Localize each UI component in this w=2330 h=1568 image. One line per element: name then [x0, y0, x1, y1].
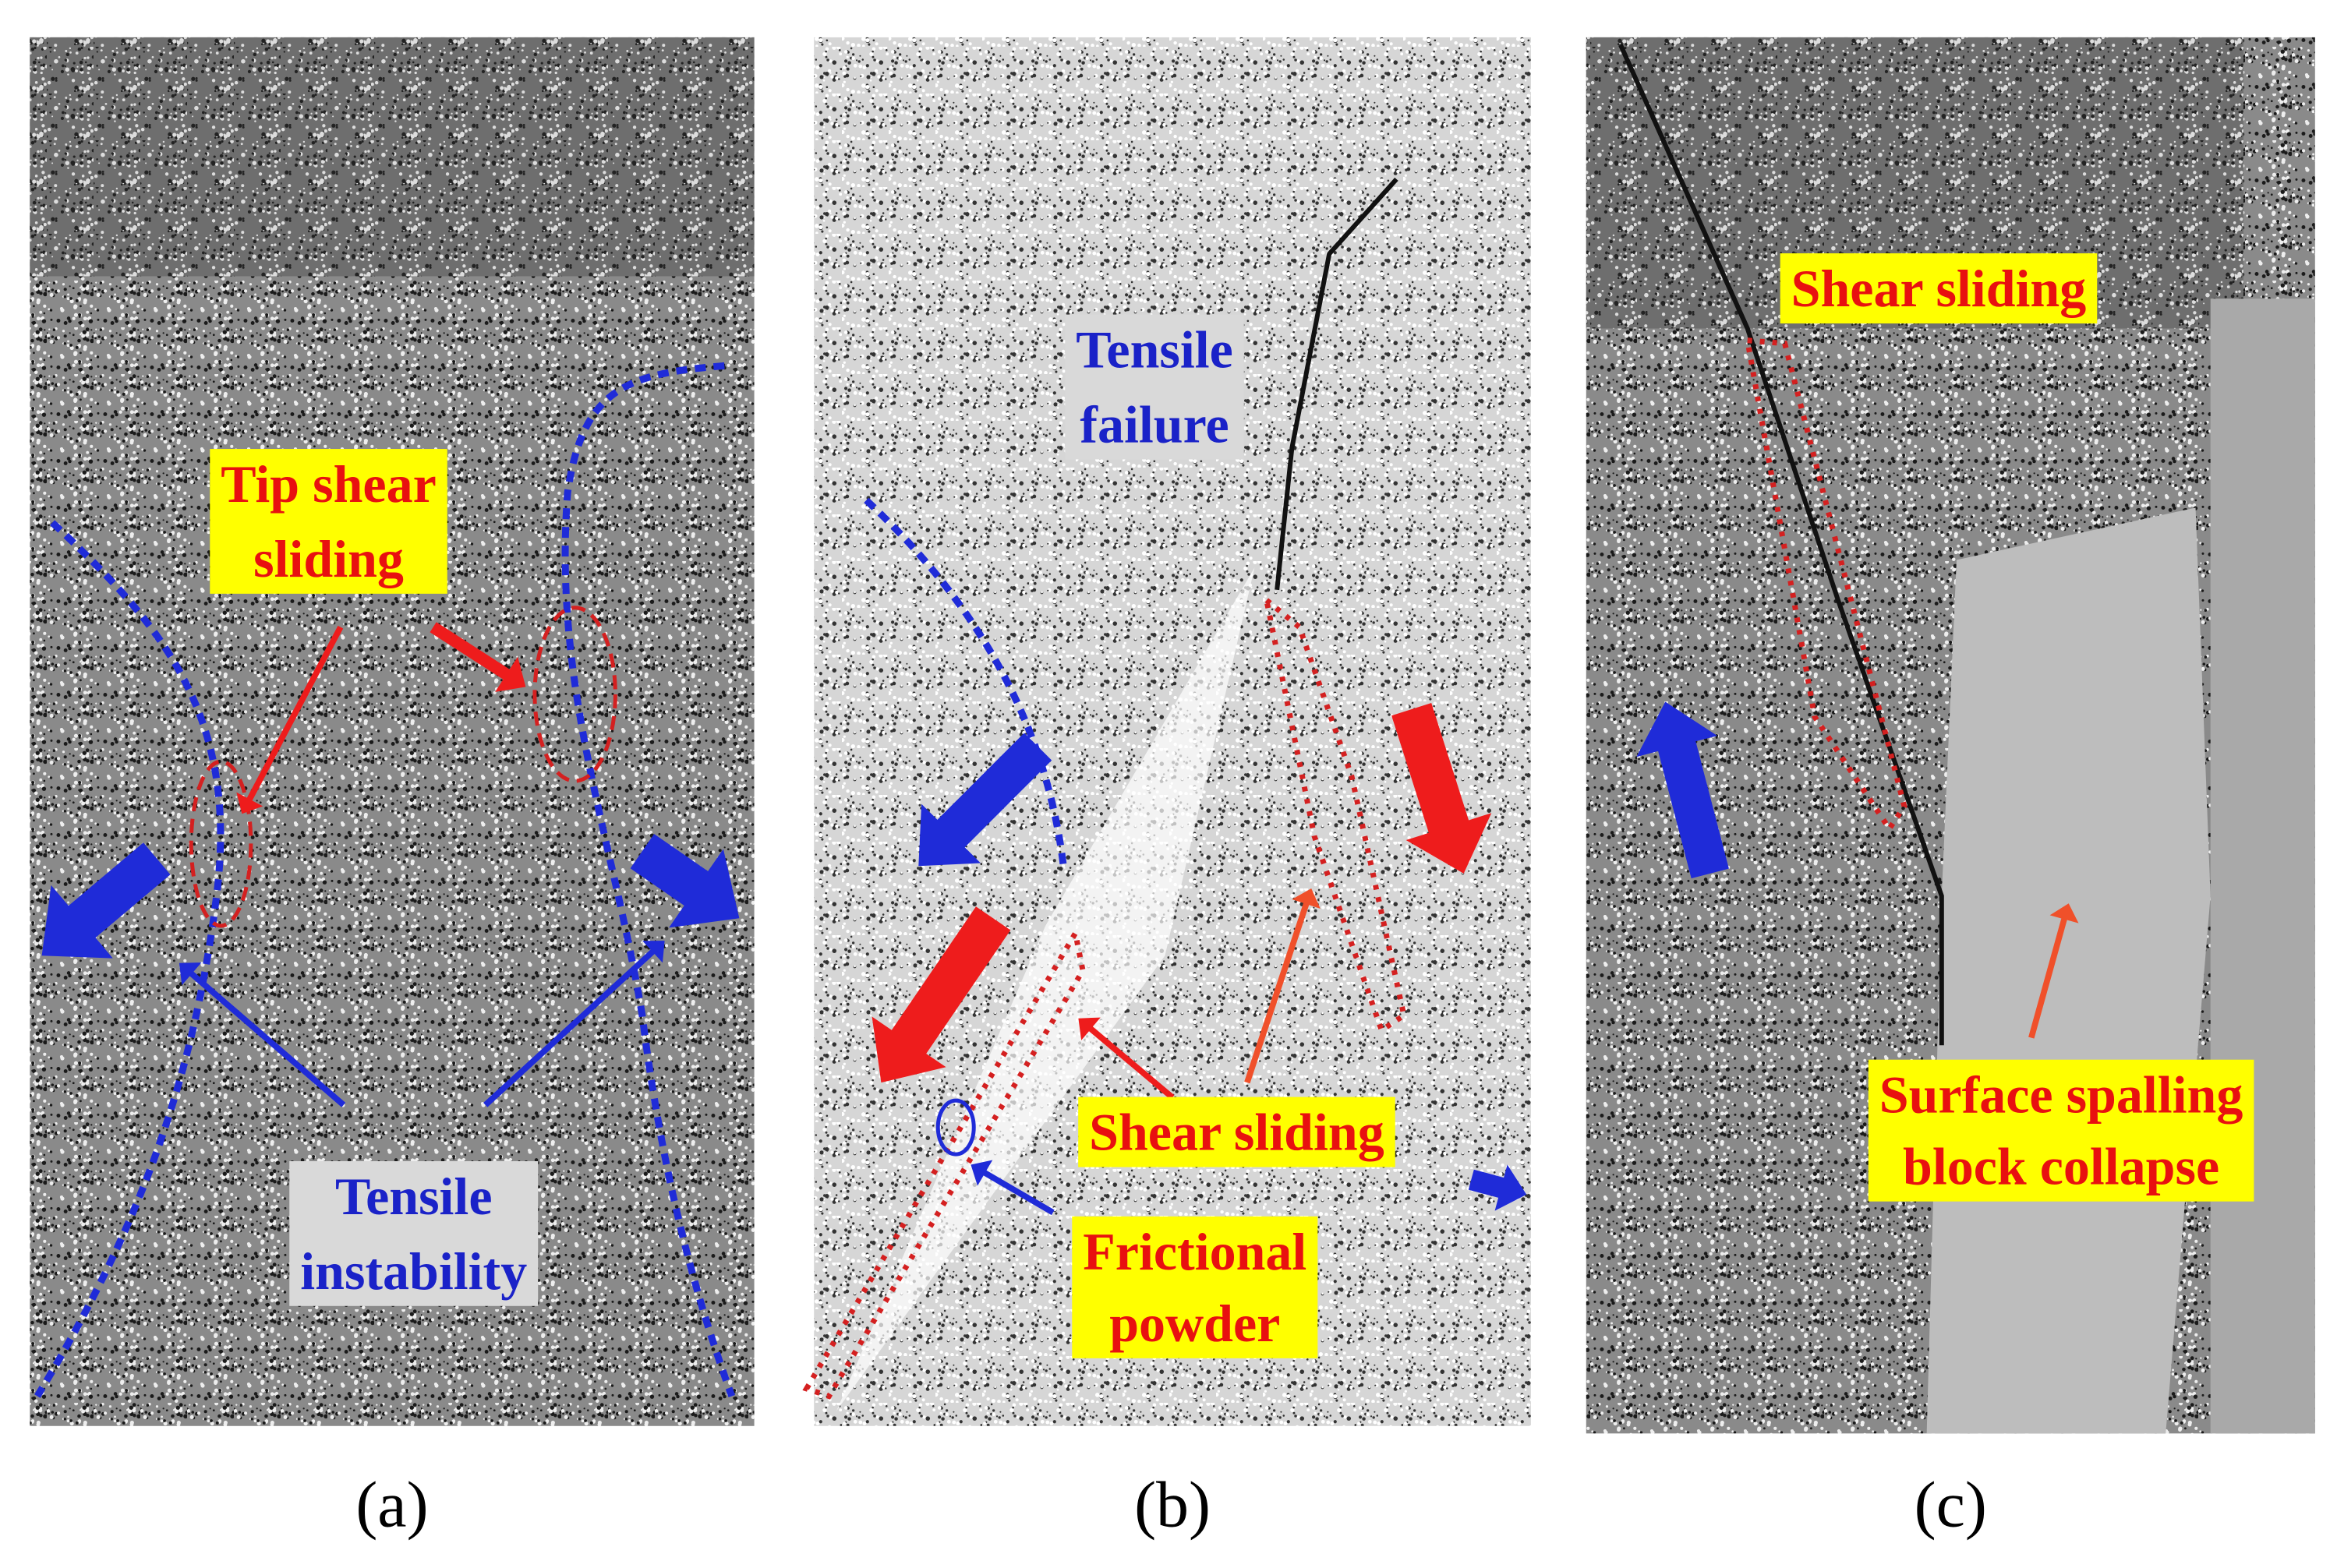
label: Tip shear sliding — [210, 449, 447, 594]
dashed-curve — [864, 497, 1067, 867]
thin-arrow — [1078, 1017, 1175, 1100]
label-box — [1780, 253, 2098, 324]
label-text: block collapse — [1903, 1137, 2219, 1196]
label-box — [1065, 314, 1244, 460]
label-text: Surface spalling — [1879, 1065, 2243, 1125]
label-text: sliding — [253, 529, 404, 588]
label: Tensile instability — [289, 1160, 539, 1306]
fat-arrow — [1468, 1164, 1527, 1211]
label-text: failure — [1080, 394, 1229, 454]
label-text: Tensile — [335, 1167, 493, 1226]
thin-arrow — [971, 1160, 1055, 1216]
fat-arrow — [872, 906, 1011, 1083]
dashed-curve — [34, 520, 225, 1398]
label-text: powder — [1109, 1294, 1280, 1353]
photo-a-top — [30, 37, 755, 277]
label: Frictional powder — [1072, 1216, 1318, 1358]
thin-arrow — [430, 622, 526, 692]
thin-arrow — [1244, 888, 1321, 1084]
fat-arrow — [41, 842, 171, 959]
label: Surface spalling block collapse — [1868, 1059, 2254, 1202]
thin-arrow — [2028, 903, 2079, 1039]
label: Tensile failure — [1065, 314, 1244, 460]
dashed-curve — [561, 362, 736, 1398]
spalled-block — [1926, 507, 2211, 1434]
side-edge — [2210, 298, 2315, 1434]
label-box — [1078, 1097, 1395, 1167]
ellipse — [189, 759, 253, 928]
label-box — [289, 1160, 539, 1306]
label-text: Shear sliding — [1089, 1103, 1384, 1162]
label-text: instability — [300, 1241, 527, 1301]
ellipse — [935, 1098, 976, 1157]
caption: (c) — [1915, 1468, 1987, 1541]
labels: Tip shear sliding Tensile instability (a) Ten… — [210, 253, 2254, 1541]
label-text: Tensile — [1076, 320, 1233, 380]
dashed-curve — [802, 925, 1086, 1400]
fat-arrow — [918, 733, 1052, 867]
label-text: Frictional — [1083, 1222, 1306, 1281]
crack — [1618, 44, 1944, 1046]
thin-arrow — [236, 625, 344, 814]
fat-arrow — [1636, 701, 1729, 879]
caption: (b) — [1134, 1468, 1211, 1541]
label-box — [210, 449, 447, 594]
crack — [1275, 177, 1398, 591]
label-box — [1868, 1059, 2254, 1202]
shear-zone — [836, 567, 1255, 1411]
label-text: Tip shear — [221, 454, 436, 514]
ellipse — [532, 606, 617, 783]
label: Shear sliding — [1780, 253, 2098, 324]
label-text: Shear sliding — [1791, 259, 2087, 318]
dashed-curve — [1262, 593, 1407, 1035]
caption: (a) — [355, 1468, 428, 1541]
fat-arrow — [630, 834, 740, 928]
thin-arrow — [483, 941, 665, 1107]
label-box — [1072, 1216, 1318, 1358]
thin-arrow — [179, 962, 346, 1107]
label: Shear sliding — [1078, 1097, 1395, 1167]
annotations — [34, 44, 2079, 1400]
fat-arrow — [1391, 703, 1492, 874]
